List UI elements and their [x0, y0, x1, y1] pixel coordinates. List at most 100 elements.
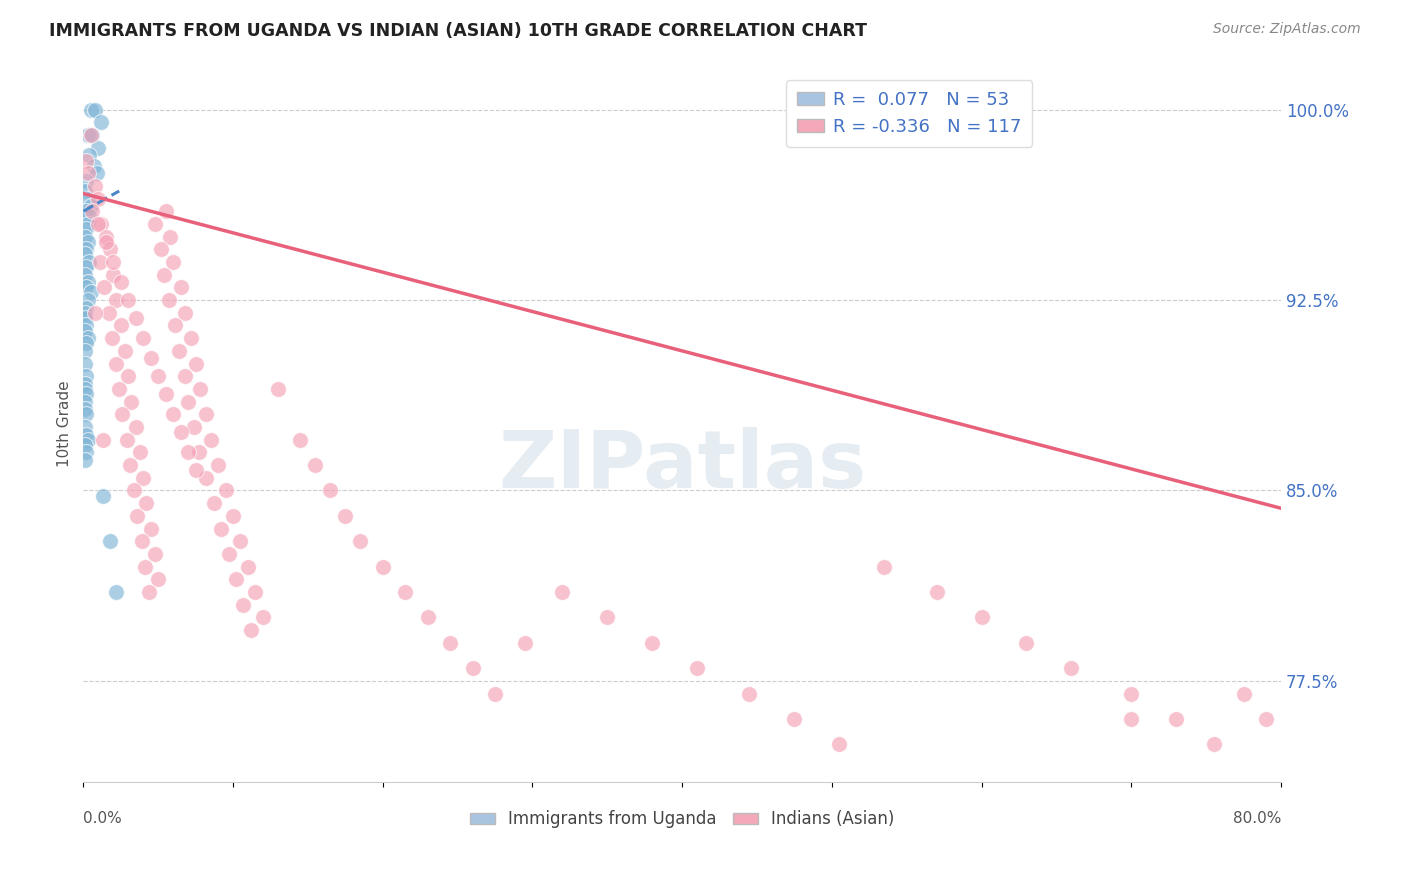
Point	[73, 357, 96, 371]
Point	[97, 306, 120, 320]
Point	[75, 222, 97, 236]
Point	[76, 433, 98, 447]
Point	[73, 453, 96, 467]
Point	[73, 247, 96, 261]
Legend: Immigrants from Uganda, Indians (Asian): Immigrants from Uganda, Indians (Asian)	[463, 804, 901, 835]
Point	[80, 285, 103, 300]
Point	[75, 407, 97, 421]
Point	[139, 351, 162, 366]
Point	[252, 610, 274, 624]
Point	[202, 496, 225, 510]
Point	[157, 293, 180, 307]
Point	[103, 255, 125, 269]
Point	[110, 276, 132, 290]
Point	[84, 306, 107, 320]
Point	[90, 217, 112, 231]
Point	[1254, 712, 1277, 726]
Point	[461, 661, 484, 675]
Point	[91, 433, 114, 447]
Point	[120, 394, 142, 409]
Point	[783, 712, 806, 726]
Point	[82, 128, 104, 142]
Point	[73, 394, 96, 409]
Point	[93, 280, 115, 294]
Point	[114, 343, 136, 358]
Point	[416, 610, 439, 624]
Point	[76, 293, 98, 307]
Point	[87, 192, 110, 206]
Point	[394, 585, 416, 599]
Point	[195, 471, 218, 485]
Point	[75, 336, 97, 351]
Y-axis label: 10th Grade: 10th Grade	[58, 380, 72, 467]
Point	[596, 610, 619, 624]
Point	[125, 420, 148, 434]
Point	[214, 483, 236, 498]
Point	[828, 737, 851, 751]
Point	[159, 229, 181, 244]
Point	[91, 489, 114, 503]
Point	[641, 636, 664, 650]
Point	[155, 387, 177, 401]
Point	[105, 585, 128, 599]
Point	[143, 217, 166, 231]
Point	[75, 243, 97, 257]
Point	[686, 661, 709, 675]
Point	[73, 376, 96, 391]
Point	[335, 508, 357, 523]
Point	[167, 343, 190, 358]
Point	[1232, 686, 1254, 700]
Point	[75, 369, 97, 384]
Point	[1015, 636, 1038, 650]
Point	[76, 217, 98, 231]
Point	[135, 496, 157, 510]
Point	[108, 382, 131, 396]
Point	[484, 686, 506, 700]
Point	[1121, 712, 1143, 726]
Point	[1166, 712, 1188, 726]
Point	[80, 199, 103, 213]
Point	[155, 204, 177, 219]
Point	[75, 427, 97, 442]
Point	[162, 407, 184, 421]
Point	[132, 331, 155, 345]
Point	[143, 547, 166, 561]
Point	[80, 103, 103, 117]
Point	[73, 343, 96, 358]
Point	[232, 598, 254, 612]
Point	[131, 534, 153, 549]
Point	[146, 572, 169, 586]
Point	[73, 438, 96, 452]
Point	[439, 636, 461, 650]
Point	[207, 458, 229, 472]
Point	[73, 268, 96, 282]
Point	[73, 420, 96, 434]
Point	[225, 572, 247, 586]
Point	[87, 141, 110, 155]
Point	[1060, 661, 1083, 675]
Point	[75, 153, 97, 168]
Point	[98, 534, 121, 549]
Text: 0.0%: 0.0%	[83, 811, 122, 826]
Point	[73, 402, 96, 417]
Point	[84, 103, 107, 117]
Point	[209, 522, 232, 536]
Text: Source: ZipAtlas.com: Source: ZipAtlas.com	[1213, 22, 1361, 37]
Point	[174, 369, 197, 384]
Point	[117, 369, 139, 384]
Point	[1202, 737, 1225, 751]
Point	[162, 255, 184, 269]
Point	[184, 357, 207, 371]
Point	[75, 318, 97, 333]
Point	[89, 255, 111, 269]
Point	[319, 483, 342, 498]
Point	[970, 610, 993, 624]
Point	[75, 445, 97, 459]
Point	[371, 559, 394, 574]
Point	[73, 310, 96, 325]
Point	[139, 522, 162, 536]
Point	[125, 310, 148, 325]
Point	[94, 229, 117, 244]
Point	[183, 420, 205, 434]
Point	[75, 204, 97, 219]
